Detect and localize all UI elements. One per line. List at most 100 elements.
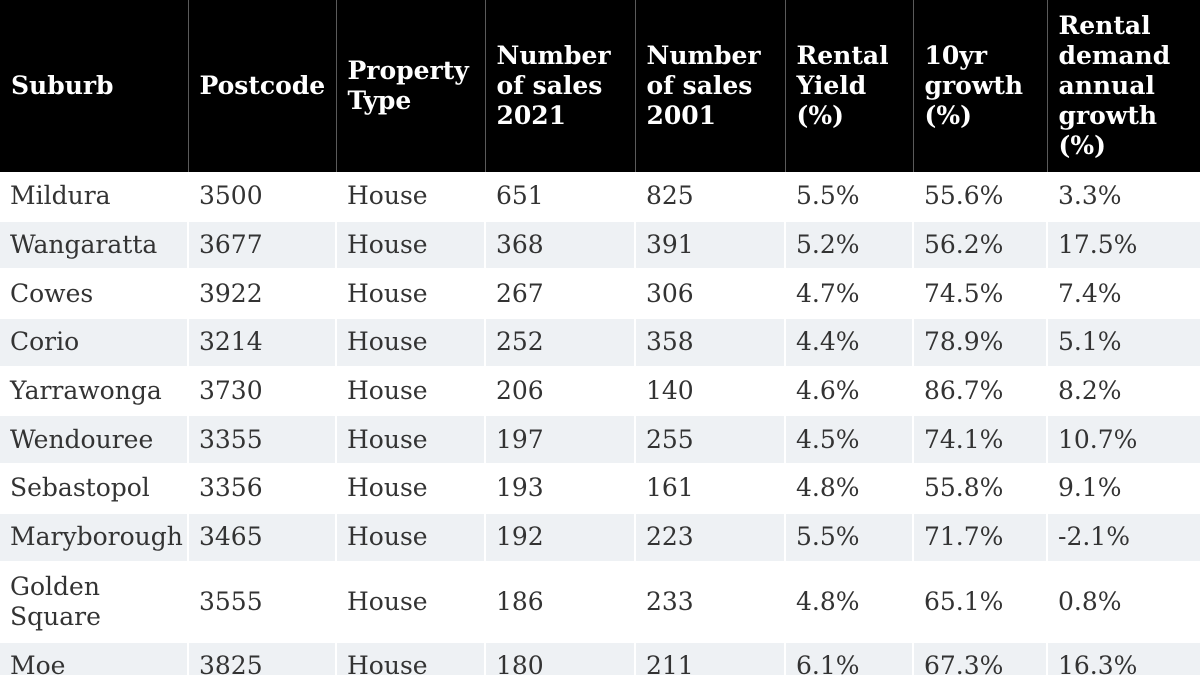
table-row: Cowes 3922 House 267 306 4.7% 74.5% 7.4% (0, 269, 1200, 320)
cell-rental-demand-growth: 9.1% (1047, 464, 1200, 514)
cell-property-type: House (336, 641, 486, 675)
cell-10yr-growth: 65.1% (913, 561, 1048, 643)
cell-rental-demand-growth: 0.8% (1047, 561, 1200, 643)
cell-property-type: House (336, 512, 486, 563)
cell-postcode: 3465 (188, 512, 337, 563)
header-sales-2001: Number of sales 2001 (635, 0, 786, 172)
cell-sales-2001: 255 (635, 415, 786, 466)
table-row: Corio 3214 House 252 358 4.4% 78.9% 5.1% (0, 318, 1200, 368)
cell-rental-demand-growth: 3.3% (1047, 172, 1200, 222)
cell-suburb: Wendouree (0, 415, 189, 466)
header-row: Suburb Postcode Property Type Number of … (0, 0, 1200, 172)
cell-sales-2021: 252 (485, 318, 636, 368)
cell-sales-2021: 186 (485, 561, 636, 643)
header-rental-yield: Rental Yield (%) (785, 0, 914, 172)
table-body: Mildura 3500 House 651 825 5.5% 55.6% 3.… (0, 172, 1200, 675)
cell-10yr-growth: 78.9% (913, 318, 1048, 368)
cell-suburb: Cowes (0, 269, 189, 320)
cell-property-type: House (336, 561, 486, 643)
cell-property-type: House (336, 318, 486, 368)
cell-sales-2021: 267 (485, 269, 636, 320)
cell-property-type: House (336, 464, 486, 514)
cell-sales-2021: 192 (485, 512, 636, 563)
cell-postcode: 3214 (188, 318, 337, 368)
cell-postcode: 3356 (188, 464, 337, 514)
header-sales-2021: Number of sales 2021 (485, 0, 636, 172)
table-row: Wangaratta 3677 House 368 391 5.2% 56.2%… (0, 220, 1200, 271)
cell-10yr-growth: 74.1% (913, 415, 1048, 466)
header-rental-demand-growth: Rental demand annual growth (%) (1047, 0, 1200, 172)
table-header: Suburb Postcode Property Type Number of … (0, 0, 1200, 172)
cell-suburb: Sebastopol (0, 464, 189, 514)
cell-postcode: 3355 (188, 415, 337, 466)
cell-sales-2001: 161 (635, 464, 786, 514)
cell-rental-yield: 4.7% (785, 269, 914, 320)
cell-suburb: Yarrawonga (0, 366, 189, 417)
header-suburb: Suburb (0, 0, 189, 172)
cell-suburb: Mildura (0, 172, 189, 222)
cell-rental-demand-growth: 10.7% (1047, 415, 1200, 466)
table-row: Maryborough 3465 House 192 223 5.5% 71.7… (0, 512, 1200, 563)
cell-property-type: House (336, 366, 486, 417)
cell-sales-2001: 306 (635, 269, 786, 320)
cell-postcode: 3825 (188, 641, 337, 675)
cell-postcode: 3500 (188, 172, 337, 222)
cell-rental-demand-growth: 5.1% (1047, 318, 1200, 368)
cell-rental-yield: 5.2% (785, 220, 914, 271)
cell-suburb: Corio (0, 318, 189, 368)
cell-sales-2001: 223 (635, 512, 786, 563)
cell-property-type: House (336, 220, 486, 271)
cell-sales-2001: 211 (635, 641, 786, 675)
table-row: Yarrawonga 3730 House 206 140 4.6% 86.7%… (0, 366, 1200, 417)
cell-rental-demand-growth: 7.4% (1047, 269, 1200, 320)
cell-rental-yield: 4.4% (785, 318, 914, 368)
cell-10yr-growth: 55.8% (913, 464, 1048, 514)
cell-sales-2021: 193 (485, 464, 636, 514)
cell-rental-demand-growth: -2.1% (1047, 512, 1200, 563)
cell-sales-2021: 197 (485, 415, 636, 466)
cell-property-type: House (336, 269, 486, 320)
cell-sales-2001: 358 (635, 318, 786, 368)
cell-property-type: House (336, 172, 486, 222)
cell-10yr-growth: 74.5% (913, 269, 1048, 320)
cell-sales-2021: 180 (485, 641, 636, 675)
cell-10yr-growth: 55.6% (913, 172, 1048, 222)
cell-10yr-growth: 67.3% (913, 641, 1048, 675)
table-row: Wendouree 3355 House 197 255 4.5% 74.1% … (0, 415, 1200, 466)
cell-rental-demand-growth: 16.3% (1047, 641, 1200, 675)
cell-property-type: House (336, 415, 486, 466)
cell-rental-yield: 5.5% (785, 512, 914, 563)
cell-rental-yield: 4.8% (785, 561, 914, 643)
header-10yr-growth: 10yr growth (%) (913, 0, 1048, 172)
table-row: Moe 3825 House 180 211 6.1% 67.3% 16.3% (0, 641, 1200, 675)
cell-rental-yield: 4.8% (785, 464, 914, 514)
cell-sales-2001: 140 (635, 366, 786, 417)
cell-suburb: Golden Square (0, 561, 189, 643)
cell-postcode: 3677 (188, 220, 337, 271)
cell-sales-2001: 825 (635, 172, 786, 222)
cell-10yr-growth: 71.7% (913, 512, 1048, 563)
table-row: Mildura 3500 House 651 825 5.5% 55.6% 3.… (0, 172, 1200, 222)
cell-sales-2001: 391 (635, 220, 786, 271)
cell-rental-yield: 4.6% (785, 366, 914, 417)
cell-suburb: Wangaratta (0, 220, 189, 271)
cell-sales-2001: 233 (635, 561, 786, 643)
cell-rental-yield: 5.5% (785, 172, 914, 222)
cell-rental-demand-growth: 8.2% (1047, 366, 1200, 417)
cell-sales-2021: 368 (485, 220, 636, 271)
header-postcode: Postcode (188, 0, 337, 172)
cell-10yr-growth: 86.7% (913, 366, 1048, 417)
cell-suburb: Moe (0, 641, 189, 675)
table-row: Sebastopol 3356 House 193 161 4.8% 55.8%… (0, 464, 1200, 514)
table-row: Golden Square 3555 House 186 233 4.8% 65… (0, 561, 1200, 643)
cell-10yr-growth: 56.2% (913, 220, 1048, 271)
cell-rental-demand-growth: 17.5% (1047, 220, 1200, 271)
cell-rental-yield: 6.1% (785, 641, 914, 675)
cell-postcode: 3555 (188, 561, 337, 643)
header-property-type: Property Type (336, 0, 486, 172)
cell-rental-yield: 4.5% (785, 415, 914, 466)
cell-suburb: Maryborough (0, 512, 189, 563)
cell-postcode: 3922 (188, 269, 337, 320)
